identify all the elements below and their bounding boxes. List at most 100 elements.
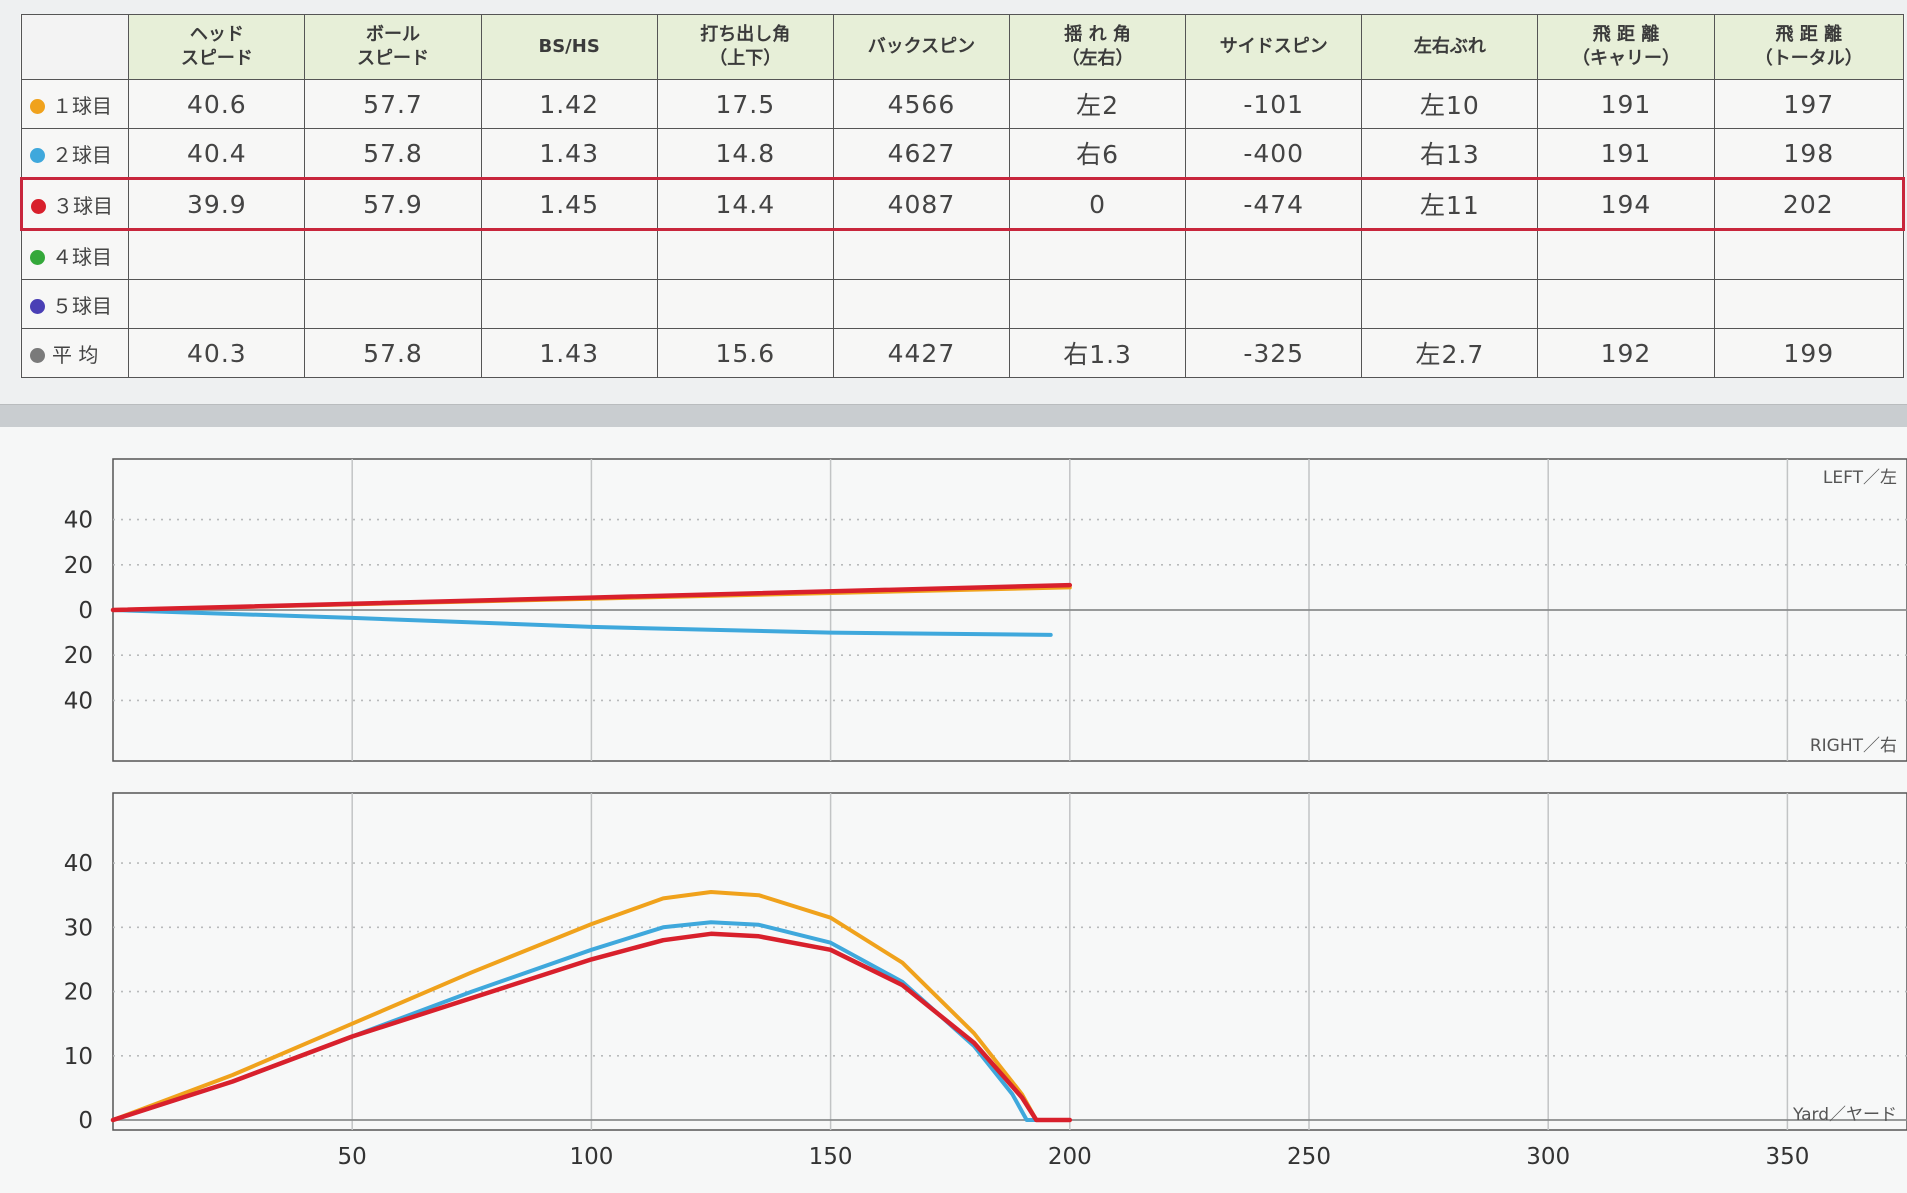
table-cell: 191 — [1537, 128, 1715, 179]
table-cell: 右6 — [1008, 128, 1187, 179]
side-view-series-1-line — [111, 890, 1058, 1122]
table-cell: 4566 — [832, 79, 1011, 129]
table-cell: 1.42 — [480, 79, 658, 129]
section-divider — [0, 404, 1907, 428]
table-cell: 192 — [1537, 328, 1715, 378]
table-cell — [1361, 229, 1539, 280]
side-view-plot-frame — [112, 792, 1907, 1131]
column-header: BS/HS — [480, 14, 658, 80]
column-header: ヘッド スピード — [128, 14, 306, 80]
shot-label-text: ３球目 — [53, 193, 113, 218]
shot-color-dot-icon — [30, 347, 45, 363]
table-row[interactable]: ２球目 40.4 57.8 1.43 14.8 4627 右6 -400 右13 191 198 — [20, 128, 1905, 179]
table-cell: 40.3 — [128, 328, 306, 378]
shot-label-text: ４球目 — [52, 244, 112, 269]
shot-label[interactable]: ５球目 — [20, 279, 130, 329]
top-view-y-tick-label: 40 — [64, 508, 93, 534]
table-cell — [480, 279, 658, 329]
column-header: 飛 距 離 （キャリー） — [1537, 14, 1715, 80]
side-view-x-unit-label: Yard／ヤード — [1792, 1105, 1897, 1125]
column-header: ボール スピード — [304, 14, 482, 80]
table-cell: 4627 — [832, 128, 1011, 179]
shot-color-dot-icon — [31, 198, 46, 214]
table-cell — [128, 279, 306, 329]
table-cell — [304, 279, 482, 329]
table-cell: 0 — [1008, 177, 1187, 231]
table-cell: 39.9 — [128, 177, 306, 231]
table-cell: 14.4 — [656, 177, 834, 231]
table-cell — [128, 229, 306, 280]
table-cell — [1537, 229, 1715, 280]
table-cell: 57.8 — [304, 128, 482, 179]
column-header: バックスピン — [832, 14, 1011, 80]
table-cell: 1.45 — [480, 177, 658, 231]
shot-label[interactable]: １球目 — [20, 79, 130, 129]
column-header: 飛 距 離 （トータル） — [1713, 14, 1905, 80]
table-cell — [1185, 279, 1363, 329]
table-cell: 17.5 — [656, 79, 834, 129]
column-header: 打ち出し角 （上下） — [656, 14, 834, 80]
charts-area: 40 20 0 20 40 LEFT／左 RIGHT／右 40 30 20 10 0 Yard／ヤード 5… — [0, 427, 1907, 1193]
top-view-y-tick-label: 20 — [64, 553, 93, 579]
top-view-y-tick-label: 40 — [64, 688, 93, 714]
shot-color-dot-icon — [30, 249, 45, 265]
table-cell: 右13 — [1361, 128, 1539, 179]
table-cell: -325 — [1185, 328, 1363, 378]
top-view-y-tick-label: 0 — [78, 598, 93, 624]
table-cell — [480, 229, 658, 280]
table-cell: -101 — [1185, 79, 1363, 129]
top-view-series-2-line — [111, 608, 1053, 637]
side-view-y-tick-label: 20 — [64, 980, 93, 1006]
table-cell: 4427 — [832, 328, 1011, 378]
table-cell: 199 — [1713, 328, 1905, 378]
table-cell: 197 — [1713, 79, 1905, 129]
table-cell: 左2.7 — [1361, 328, 1539, 378]
table-row[interactable]: １球目 40.6 57.7 1.42 17.5 4566 左2 -101 左10 191 197 — [20, 79, 1905, 129]
table-row[interactable]: 平 均 40.3 57.8 1.43 15.6 4427 右1.3 -325 左2.7 192 19… — [20, 328, 1905, 378]
x-tick-label: 300 — [1526, 1144, 1570, 1170]
table-cell — [1008, 229, 1187, 280]
table-row[interactable]: ５球目 — [20, 279, 1905, 329]
table-cell: 1.43 — [480, 128, 658, 179]
top-view-series-3-line — [110, 582, 1073, 613]
table-cell: 198 — [1713, 128, 1905, 179]
table-row[interactable]: ３球目 39.9 57.9 1.45 14.4 4087 0 -474 左11 194 202 — [19, 177, 1906, 231]
table-cell: 15.6 — [656, 328, 834, 378]
table-cell: 40.6 — [128, 79, 306, 129]
shot-label[interactable]: ４球目 — [20, 229, 130, 280]
x-tick-label: 200 — [1048, 1144, 1092, 1170]
top-view-left-label: LEFT／左 — [1823, 468, 1897, 488]
table-cell — [1713, 229, 1905, 280]
table-cell — [304, 229, 482, 280]
x-tick-label: 100 — [569, 1144, 613, 1170]
table-cell: -474 — [1185, 177, 1363, 231]
table-cell — [1361, 279, 1539, 329]
shot-label-text: ５球目 — [52, 293, 112, 318]
column-header: サイドスピン — [1185, 14, 1363, 80]
top-view-right-label: RIGHT／右 — [1810, 736, 1897, 756]
shot-label[interactable]: ２球目 — [20, 128, 130, 179]
table-row[interactable]: ４球目 — [20, 229, 1905, 280]
shot-label-text: ２球目 — [52, 142, 112, 167]
shot-color-dot-icon — [30, 298, 45, 314]
side-view-series-3-line — [110, 931, 1073, 1123]
shot-color-dot-icon — [30, 98, 45, 114]
top-view-y-tick-label: 20 — [64, 643, 93, 669]
x-tick-label: 50 — [338, 1144, 367, 1170]
shot-label-text: １球目 — [52, 93, 112, 118]
table-cell: -400 — [1185, 128, 1363, 179]
table-cell — [1537, 279, 1715, 329]
shot-label[interactable]: ３球目 — [19, 177, 130, 231]
column-header: 揺 れ 角 （左右） — [1008, 14, 1187, 80]
table-cell: 57.9 — [304, 177, 482, 231]
shot-label[interactable]: 平 均 — [20, 328, 130, 378]
table-cell — [1008, 279, 1187, 329]
table-cell: 左10 — [1361, 79, 1539, 129]
table-cell: 57.8 — [304, 328, 482, 378]
side-view-y-tick-label: 0 — [78, 1108, 93, 1134]
x-tick-label: 150 — [809, 1144, 853, 1170]
table-cell — [1185, 229, 1363, 280]
table-cell: 1.43 — [480, 328, 658, 378]
header-corner — [20, 14, 130, 80]
